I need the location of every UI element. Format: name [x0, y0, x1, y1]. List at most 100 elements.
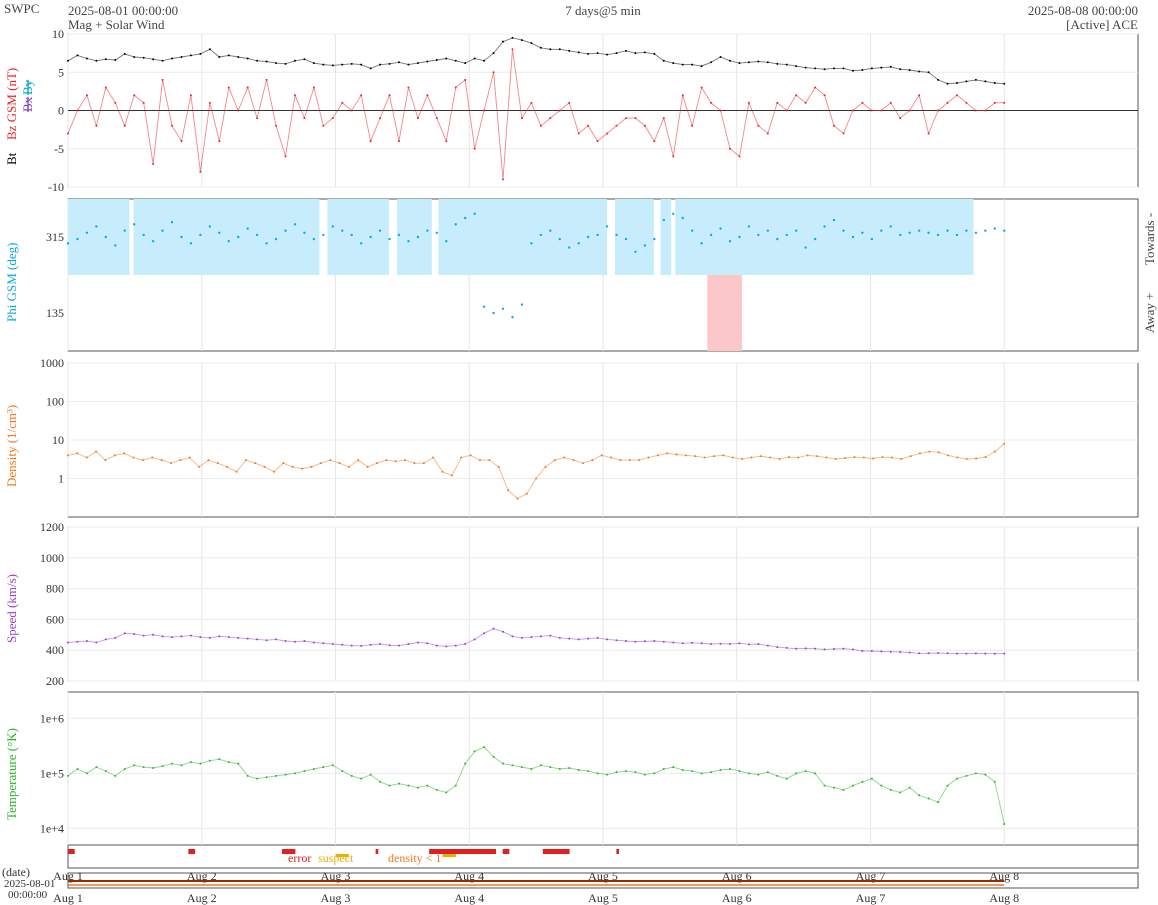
by-axis-label: By: [20, 79, 35, 95]
temperature-series-point: [662, 767, 665, 770]
temperature-series-point: [502, 762, 505, 765]
temperature-series-point: [520, 766, 523, 769]
bz-series-point: [568, 101, 571, 104]
density-series-point: [806, 454, 809, 457]
speed-series-point: [473, 638, 476, 641]
x-tick-label-upper: Aug 8: [989, 869, 1019, 883]
temperature-series-point: [303, 770, 306, 773]
phi-point: [397, 233, 401, 237]
speed-series-point: [596, 636, 599, 639]
y-tick-label: 1e+6: [40, 711, 64, 725]
speed-series-point: [397, 644, 400, 647]
phi-point: [823, 225, 826, 228]
bt-series-point: [95, 59, 98, 62]
bz-series-point: [208, 101, 211, 104]
density-series-point: [666, 452, 669, 455]
density-series-point: [188, 456, 191, 459]
bt-series-point: [265, 60, 268, 63]
phi-point: [681, 216, 684, 220]
speed-series-point: [76, 640, 79, 643]
density-series-point: [816, 455, 818, 458]
bz-series-point: [681, 94, 684, 97]
bz-series-point: [918, 94, 921, 97]
phi-point: [104, 235, 108, 239]
phi-point: [237, 235, 240, 239]
bt-series-point: [180, 55, 183, 58]
temperature-series-point: [757, 773, 760, 776]
bz-series-point: [757, 124, 760, 127]
density-series-point: [787, 456, 790, 459]
temperature-series-point: [445, 791, 448, 794]
bt-series-point: [596, 52, 599, 55]
temperature-series-point: [152, 767, 155, 770]
bz-series-point: [530, 101, 533, 104]
density-series-point: [759, 455, 762, 458]
speed-series-point: [700, 642, 703, 645]
phi-point: [426, 229, 429, 232]
phi-point: [350, 233, 353, 237]
density-series-point: [731, 456, 734, 459]
bz-series-point: [85, 94, 88, 97]
density-series-point: [113, 454, 116, 457]
temperature-series-point: [851, 784, 854, 787]
bt-series-point: [473, 57, 476, 60]
bt-series-point: [672, 62, 675, 65]
speed-series-point: [795, 647, 798, 650]
bz-series-point: [104, 86, 107, 89]
speed-series-point: [227, 636, 230, 639]
phi-away-region: [707, 275, 743, 351]
density-series-point: [619, 459, 622, 462]
temperature-series-point: [85, 772, 88, 775]
speed-series-point: [341, 643, 344, 646]
phi-point: [728, 240, 732, 243]
density-series-point: [722, 454, 725, 457]
phi-point: [388, 237, 391, 241]
phi-point: [170, 221, 174, 224]
phi-point: [832, 218, 836, 222]
bt-series-point: [237, 55, 240, 58]
temperature-series-point: [606, 773, 609, 776]
density-series-point: [76, 452, 79, 455]
temperature-series-point: [672, 766, 675, 769]
bz-series-point: [643, 124, 646, 127]
phi-point: [199, 233, 202, 237]
bt-series-point: [719, 55, 722, 58]
bz-series-point: [369, 140, 372, 143]
speed-series-point: [171, 636, 174, 639]
speed-series-point: [984, 652, 987, 655]
density-series-point: [713, 455, 716, 458]
temperature-series-point: [123, 767, 126, 770]
bz-series-point: [946, 101, 949, 104]
density-series-point: [460, 456, 463, 459]
y-tick-label: 800: [46, 582, 64, 596]
speed-series-point: [284, 639, 287, 642]
density-series-point: [132, 456, 135, 459]
temperature-series-point: [360, 777, 363, 780]
temperature-series-point: [416, 786, 419, 789]
phi-point: [95, 225, 98, 228]
phi-point: [265, 242, 268, 245]
phi-point: [180, 235, 183, 239]
bt-series-point: [880, 66, 883, 69]
density-series-point: [797, 456, 800, 459]
y-tick-label: 135: [46, 306, 64, 320]
bt-series-point: [899, 68, 902, 71]
density-series-point: [581, 462, 584, 465]
bt-axis-label: Bt: [4, 152, 19, 165]
speed-series-point: [322, 642, 325, 645]
flag-error-mark: [282, 849, 296, 854]
speed-series-point: [331, 643, 334, 646]
bt-series-point: [303, 58, 306, 61]
temperature-series-point: [918, 794, 921, 797]
x-tick-label-lower: Aug 8: [989, 891, 1019, 905]
phi-point: [596, 233, 599, 237]
temperature-series-point: [728, 767, 731, 770]
bt-series-point: [577, 51, 580, 54]
bt-series-point: [208, 48, 211, 51]
phi-point: [331, 225, 334, 228]
speed-series-point: [814, 647, 817, 650]
speed-series-point: [360, 644, 363, 647]
temperature-series-point: [908, 786, 911, 789]
density-series-point: [844, 457, 847, 460]
bz-series-point: [189, 94, 192, 97]
